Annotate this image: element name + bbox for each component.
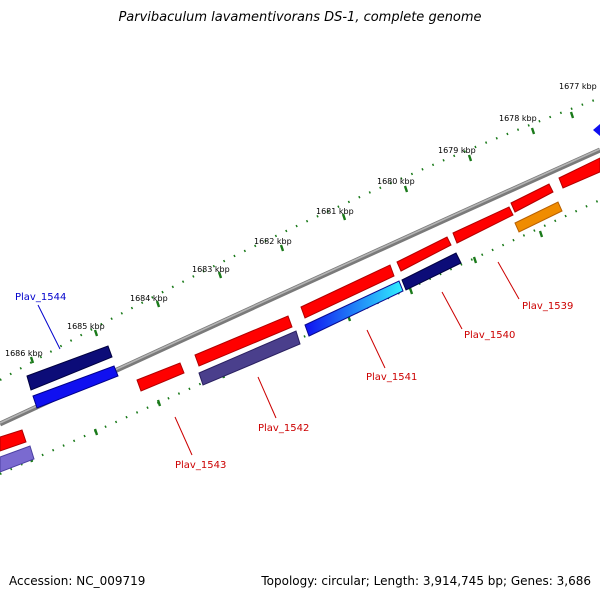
gene-arrow-plav-1538 — [558, 157, 600, 189]
kbp-label-1679: 1679 kbp — [438, 146, 476, 155]
tick-1686 — [29, 356, 35, 364]
tick-1677 — [569, 111, 575, 119]
accession-text: Accession: NC_009719 — [9, 574, 146, 588]
kbp-label-1677: 1677 kbp — [559, 82, 597, 91]
gene-label-plav-1542: Plav_1542 — [258, 423, 309, 434]
gene-label-plav-1541: Plav_1541 — [366, 372, 417, 383]
gene-labels: Plav_1539 Plav_1540 Plav_1541 Plav_1542 … — [15, 292, 573, 471]
gene-arrow-plav-1540 — [452, 206, 514, 244]
feature-orange-plav-1539 — [514, 201, 563, 233]
kbp-label-1683: 1683 kbp — [192, 265, 230, 274]
gene-label-plav-1539: Plav_1539 — [522, 301, 573, 312]
gene-arrow-plav-1540b — [396, 236, 452, 272]
forward-strand-genes — [0, 157, 600, 452]
feature-gradient-plav-1541 — [304, 280, 404, 337]
feature-navy-plav-1544 — [26, 345, 113, 391]
tick-1685 — [93, 329, 99, 337]
tick-1682 — [279, 244, 285, 252]
gene-label-plav-1544: Plav_1544 — [15, 292, 66, 303]
tick-1679 — [467, 154, 473, 162]
kbp-label-1686: 1686 kbp — [5, 349, 43, 358]
tick-1678 — [530, 127, 536, 135]
kbp-label-1685: 1685 kbp — [67, 322, 105, 331]
gene-arrow-plav-1539 — [510, 183, 554, 213]
gene-label-plav-1540: Plav_1540 — [464, 330, 515, 341]
gene-arrow-plav-1542 — [194, 315, 293, 367]
figure-title: Parvibaculum lavamentivorans DS-1, compl… — [118, 10, 482, 25]
gene-arrow-plav-1541 — [300, 264, 395, 319]
tick-1681 — [341, 213, 347, 221]
label-leaders — [37, 261, 520, 456]
kbp-labels: 1677 kbp 1678 kbp 1679 kbp 1680 kbp 1681… — [5, 82, 597, 358]
feature-edge-blue — [593, 124, 600, 136]
kbp-label-1680: 1680 kbp — [377, 177, 415, 186]
feature-slate-plav-1542 — [198, 330, 301, 386]
kbp-label-1684: 1684 kbp — [130, 294, 168, 303]
gene-arrow-plav-1543 — [136, 362, 185, 392]
kbp-label-1682: 1682 kbp — [254, 237, 292, 246]
gene-arrow-left-edge — [0, 429, 27, 452]
tick-1680 — [403, 185, 409, 193]
feature-navy-plav-1540 — [401, 252, 462, 291]
tick-1683 — [217, 271, 223, 279]
feature-blue-plav-1544 — [32, 365, 119, 409]
topology-text: Topology: circular; Length: 3,914,745 bp… — [261, 574, 591, 588]
feature-lavender-left-edge — [0, 445, 35, 473]
feature-blocks — [0, 124, 600, 473]
gene-label-plav-1543: Plav_1543 — [175, 460, 226, 471]
tick-1684 — [155, 300, 161, 308]
kbp-label-1678: 1678 kbp — [499, 114, 537, 123]
kbp-label-1681: 1681 kbp — [316, 207, 354, 216]
scale-track-inner — [0, 199, 600, 476]
